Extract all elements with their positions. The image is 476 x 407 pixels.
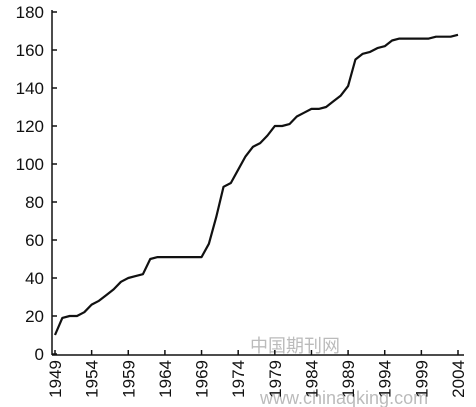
watermark: www.chinaqking.com [259, 388, 428, 407]
x-tick-label: 1994 [376, 360, 395, 398]
y-tick-label: 80 [25, 193, 44, 212]
x-tick-label: 2004 [449, 360, 468, 398]
x-tick-label: 1984 [302, 360, 321, 398]
x-tick-label: 1949 [46, 360, 65, 398]
y-tick-label: 140 [16, 79, 44, 98]
x-tick-label: 1954 [83, 360, 102, 398]
y-tick-label: 20 [25, 307, 44, 326]
y-tick-label: 40 [25, 269, 44, 288]
x-tick-label: 1969 [193, 360, 212, 398]
line [53, 33, 459, 336]
x-tick-label: 1979 [266, 360, 285, 398]
x-tick-label: 1999 [412, 360, 431, 398]
y-tick-label: 120 [16, 117, 44, 136]
y-tick-label: 160 [16, 41, 44, 60]
x-tick-label: 1964 [156, 360, 175, 398]
x-tick-label: 1959 [119, 360, 138, 398]
watermark: 中国期刊网 [250, 336, 340, 356]
x-tick-label: 1974 [229, 360, 248, 398]
y-tick-label: 60 [25, 231, 44, 250]
y-tick-label: 100 [16, 155, 44, 174]
y-tick-label: 0 [35, 345, 44, 364]
x-tick-label: 1989 [339, 360, 358, 398]
y-tick-label: 180 [16, 3, 44, 22]
